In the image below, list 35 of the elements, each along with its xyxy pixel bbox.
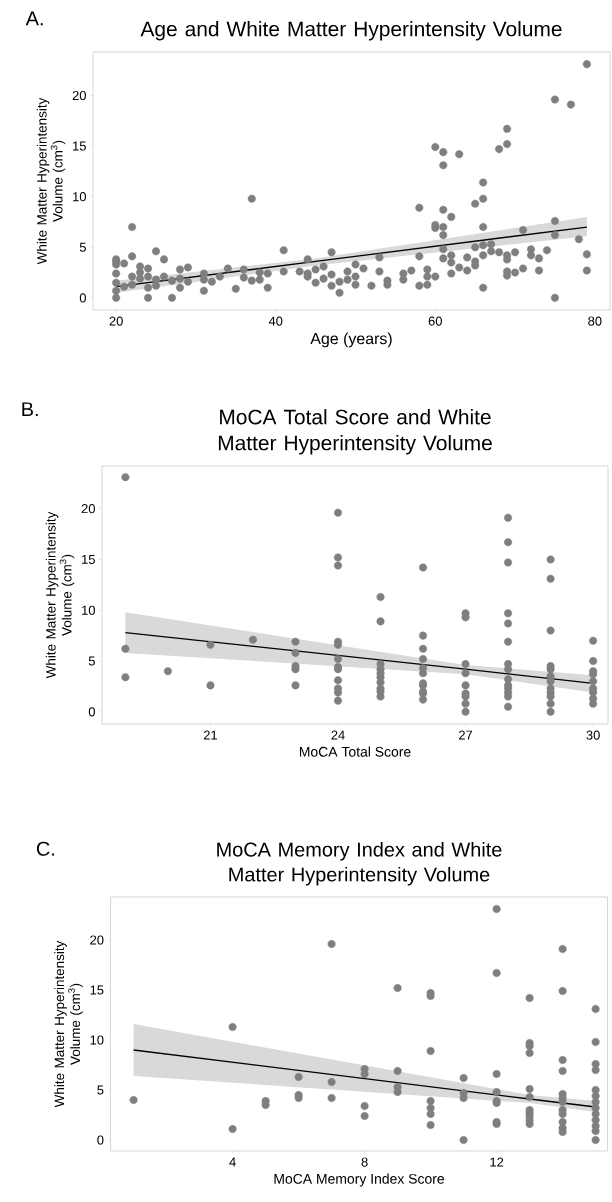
x-tick-label: 8 [361,1157,368,1167]
x-tick-label: 40 [268,316,283,326]
x-tick-label: 4 [229,1157,236,1167]
x-axis-title: Age (years) [310,332,392,348]
y-tick-label: 20 [90,935,104,945]
x-axis-title: MoCA Total Score [299,746,411,757]
x-tick-label: 12 [490,1157,504,1167]
y-tick-label: 15 [73,141,86,151]
x-tick-label: 30 [586,730,600,740]
text: B. [22,402,38,417]
y-tick-label: 15 [82,554,95,564]
chart-title: Age and White Matter Hyperintensity Volume [140,21,562,41]
x-tick-label: 24 [331,730,345,740]
y-tick-label: 20 [81,504,95,514]
x-axis-title: MoCA Memory Index Score [274,1173,445,1187]
y-tick-label: 0 [88,707,95,717]
y-tick-label: 15 [90,985,104,995]
x-tick-label: 60 [428,316,442,326]
text: C. [36,841,55,856]
y-tick-label: 0 [97,1135,104,1145]
y-tick-label: 20 [72,90,86,101]
y-tick-label: 10 [82,605,95,615]
y-tick-label: 10 [90,1035,104,1045]
chart-title: MoCA Total Score and White Matter Hyperintensity Volume [218,409,492,455]
x-tick-label: 21 [203,730,218,740]
x-tick-label: 20 [109,316,123,326]
y-tick-label: 0 [79,293,86,303]
chart-title: MoCA Memory Index and White Matter Hyperintensity Volume [217,842,502,886]
y-tick-label: 5 [97,1085,104,1095]
x-tick-label: 27 [459,730,473,740]
y-tick-label: 10 [73,192,86,202]
y-tick-label: 5 [88,656,95,666]
text: A. [25,11,43,26]
y-tick-label: 5 [79,242,86,252]
x-tick-label: 80 [588,316,602,326]
